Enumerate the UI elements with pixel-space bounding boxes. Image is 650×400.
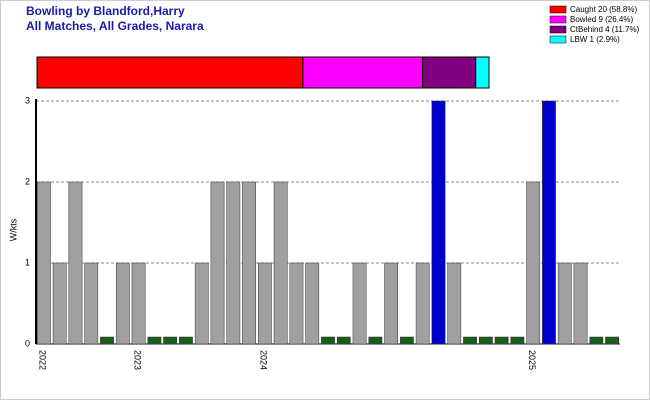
bar <box>115 262 130 345</box>
x-tick-label: 2024 <box>259 350 269 370</box>
bar <box>478 336 493 345</box>
bar <box>163 336 178 345</box>
bar <box>557 262 572 345</box>
bar <box>273 181 288 345</box>
legend-label: Caught 20 (58.8%) <box>570 5 637 14</box>
legend-label: Bowled 9 (26.4%) <box>570 15 633 24</box>
bar <box>147 336 162 345</box>
x-tick-label: 2023 <box>132 350 142 370</box>
y-axis-label: W/kts <box>8 218 18 241</box>
legend-label: CtBehind 4 (11.7%) <box>570 25 640 34</box>
bar <box>605 336 619 345</box>
bar <box>210 181 225 345</box>
bar <box>463 336 477 345</box>
bar <box>510 336 525 345</box>
bar <box>84 262 99 345</box>
bar <box>494 336 509 345</box>
chart-title: Bowling by Blandford,Harry <box>26 4 185 18</box>
y-tick-label: 0 <box>25 338 30 348</box>
bar <box>68 181 83 345</box>
bar <box>589 336 604 345</box>
bar <box>526 181 541 345</box>
bar <box>431 100 446 345</box>
summary-segment <box>475 56 490 89</box>
legend-swatch <box>549 35 567 44</box>
legend-label: LBW 1 (2.9%) <box>570 35 620 44</box>
bar <box>179 336 193 345</box>
summary-segment <box>422 56 477 89</box>
x-tick-label: 2025 <box>527 350 537 370</box>
bar <box>131 262 146 345</box>
bar <box>384 262 399 345</box>
summary-segment <box>302 56 424 89</box>
y-tick-label: 2 <box>25 176 30 186</box>
y-tick-label: 1 <box>25 257 30 267</box>
summary-segment <box>36 56 304 89</box>
bar <box>37 181 51 345</box>
bar <box>289 262 304 345</box>
legend-swatch <box>549 25 567 34</box>
bar <box>321 336 335 345</box>
bar <box>368 336 383 345</box>
bar <box>305 262 320 345</box>
y-tick-label: 3 <box>25 95 30 105</box>
bar <box>352 262 367 345</box>
bar <box>400 336 414 345</box>
x-tick-label: 2022 <box>38 350 48 370</box>
legend-swatch <box>549 15 567 24</box>
bar <box>52 262 67 345</box>
legend-swatch <box>549 5 567 14</box>
bar <box>257 262 272 345</box>
bar <box>194 262 209 345</box>
bar <box>100 336 114 345</box>
bar <box>336 336 351 345</box>
bar <box>447 262 462 345</box>
bar <box>226 181 241 345</box>
bar <box>415 262 430 345</box>
bar <box>242 181 256 345</box>
chart-subtitle: All Matches, All Grades, Narara <box>26 19 204 33</box>
bar <box>542 100 556 345</box>
bar <box>573 262 588 345</box>
